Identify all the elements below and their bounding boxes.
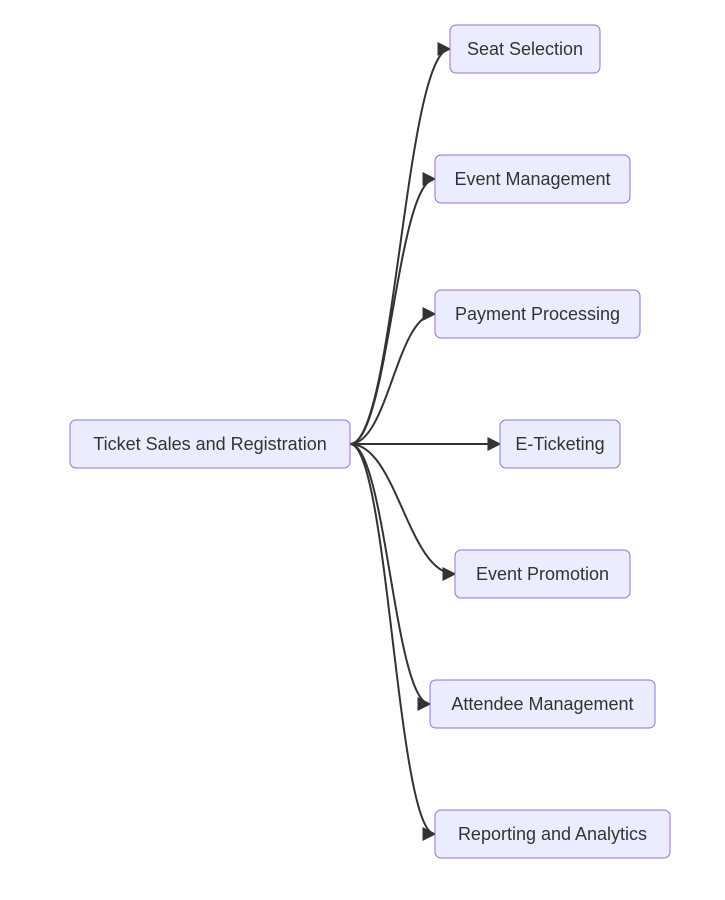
edge-root-n3 bbox=[350, 314, 435, 444]
node-label: Ticket Sales and Registration bbox=[93, 434, 326, 454]
node-n1: Seat Selection bbox=[450, 25, 600, 73]
node-label: Payment Processing bbox=[455, 304, 620, 324]
node-label: Seat Selection bbox=[467, 39, 583, 59]
edge-root-n7 bbox=[350, 444, 435, 834]
edge-root-n2 bbox=[350, 179, 435, 444]
node-n6: Attendee Management bbox=[430, 680, 655, 728]
nodes-layer: Ticket Sales and Registration Seat Select… bbox=[70, 25, 670, 858]
node-label: Event Management bbox=[454, 169, 610, 189]
node-label: Event Promotion bbox=[476, 564, 609, 584]
node-label: Reporting and Analytics bbox=[458, 824, 647, 844]
node-label: E-Ticketing bbox=[515, 434, 604, 454]
edge-root-n1 bbox=[350, 49, 450, 444]
node-n5: Event Promotion bbox=[455, 550, 630, 598]
node-n3: Payment Processing bbox=[435, 290, 640, 338]
node-n4: E-Ticketing bbox=[500, 420, 620, 468]
node-root: Ticket Sales and Registration bbox=[70, 420, 350, 468]
diagram-canvas: Ticket Sales and Registration Seat Select… bbox=[0, 0, 725, 900]
node-n7: Reporting and Analytics bbox=[435, 810, 670, 858]
node-label: Attendee Management bbox=[451, 694, 633, 714]
node-n2: Event Management bbox=[435, 155, 630, 203]
